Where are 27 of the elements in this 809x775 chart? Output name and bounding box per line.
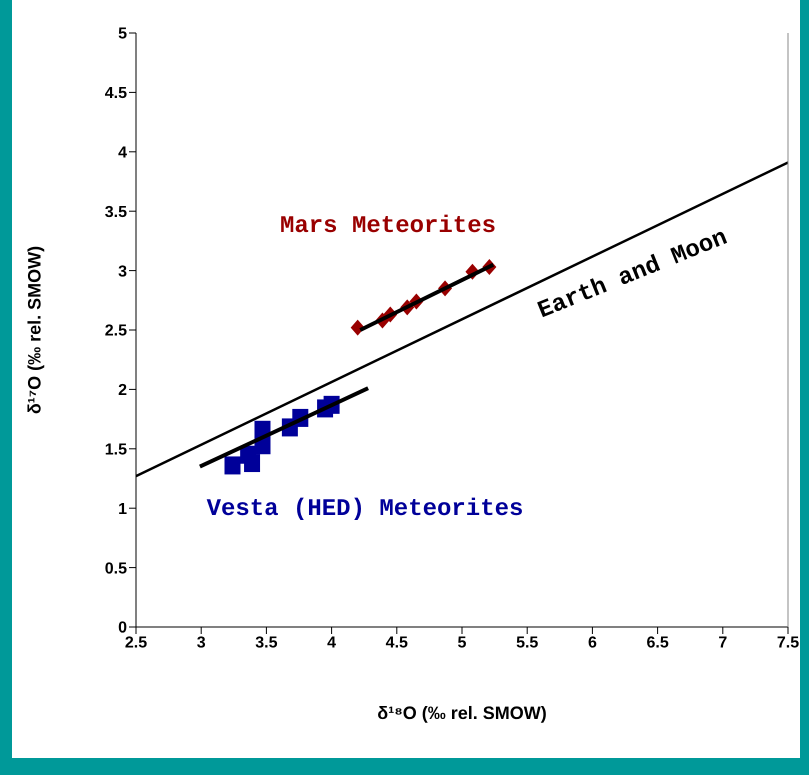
series-label: Mars Meteorites <box>280 213 496 240</box>
text: Earth and Moon <box>534 224 732 326</box>
x-tick-label: 4 <box>327 634 336 652</box>
y-tick-label: 4 <box>118 144 128 162</box>
x-tick-label: 3.5 <box>255 634 278 652</box>
y-tick-label: 4.5 <box>104 85 128 102</box>
x-axis-title: δ¹⁸O (‰ rel. SMOW) <box>377 703 547 723</box>
y-tick-label: 1 <box>118 500 128 518</box>
y-axis-title: δ¹⁷O (‰ rel. SMOW) <box>24 246 44 414</box>
y-tick-label: 1.5 <box>104 441 128 458</box>
x-tick-label: 6 <box>588 634 597 652</box>
series-label: Vesta (HED) Meteorites <box>206 496 524 523</box>
y-tick-label: 0 <box>118 620 128 637</box>
x-tick-label: 7.5 <box>776 634 800 652</box>
x-tick-label: 5 <box>458 634 467 652</box>
x-tick-label: 3 <box>196 634 206 652</box>
y-tick-label: 0.5 <box>104 560 128 578</box>
y-tick-label: 2.5 <box>104 322 128 340</box>
y-tick-label: 3.5 <box>104 204 128 221</box>
x-tick-label: 7 <box>718 634 728 652</box>
point <box>224 456 240 474</box>
y-tick-label: 2 <box>118 382 128 400</box>
y-tick-label: 5 <box>118 26 128 43</box>
y-tick-label: 3 <box>118 263 128 280</box>
x-tick-label: 5.5 <box>516 634 538 652</box>
x-tick-label: 4.5 <box>386 634 408 652</box>
x-tick-label: 6.5 <box>646 634 669 652</box>
